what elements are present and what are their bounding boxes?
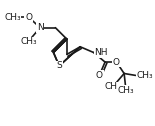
Text: O: O — [25, 13, 32, 22]
Text: O: O — [96, 71, 103, 80]
Text: CH₃: CH₃ — [4, 13, 21, 22]
Text: CH₃: CH₃ — [137, 71, 153, 80]
Text: N: N — [37, 23, 44, 32]
Text: CH₃: CH₃ — [118, 86, 134, 95]
Text: CH₃: CH₃ — [20, 38, 37, 46]
Text: O: O — [113, 58, 120, 67]
Text: S: S — [56, 61, 62, 70]
Text: CH₃: CH₃ — [104, 82, 121, 91]
Text: NH: NH — [95, 48, 108, 57]
